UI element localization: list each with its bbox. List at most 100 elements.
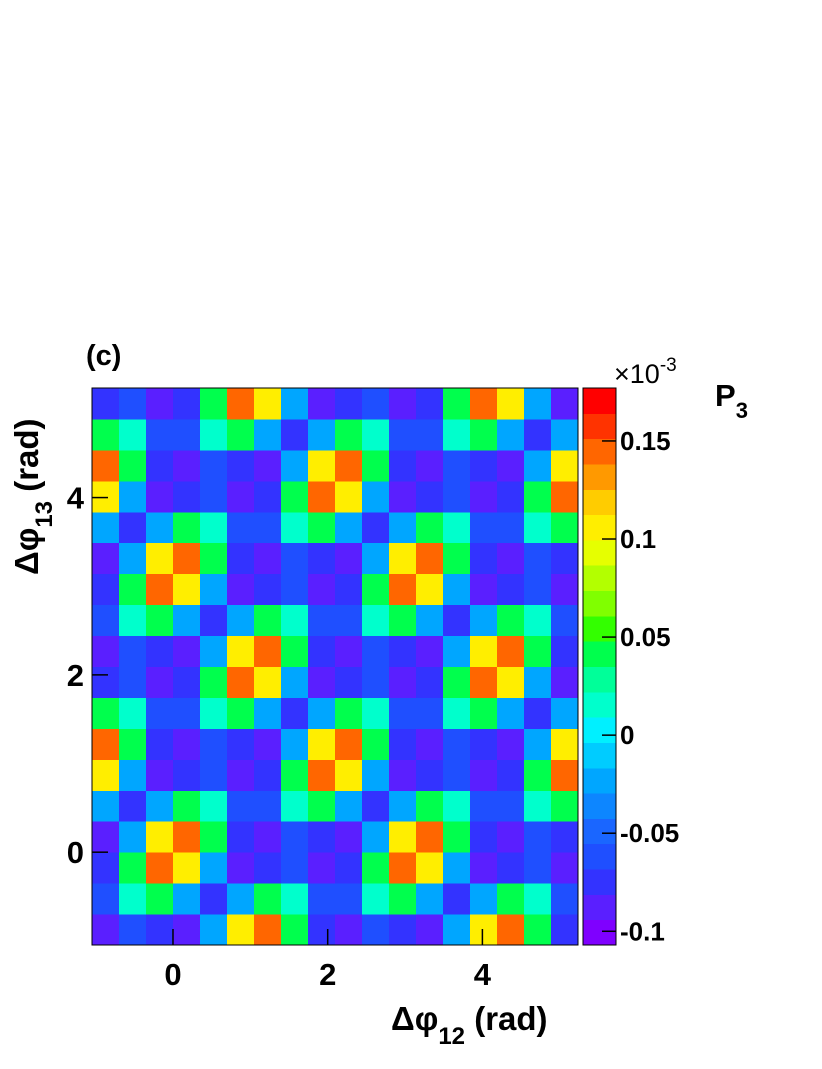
- y-tick-label: 2: [67, 658, 84, 693]
- heatmap-cell: [335, 604, 363, 637]
- color-band: [583, 539, 616, 566]
- heatmap-cell: [416, 511, 444, 544]
- color-bar: -0.1 -0.05 0 0.05 0.1 0.15: [582, 387, 679, 946]
- heatmap-cell: [443, 604, 471, 637]
- heatmap-cell: [308, 418, 336, 451]
- x-axis-title-text: Δφ: [391, 1000, 438, 1037]
- heatmap-cell: [551, 604, 579, 637]
- heatmap-cell: [524, 666, 552, 698]
- heatmap-cell: [497, 604, 525, 637]
- heatmap-cell: [200, 728, 228, 760]
- heatmap-cell: [92, 883, 120, 915]
- heatmap-cell: [497, 666, 525, 698]
- heatmap-cell: [227, 790, 255, 822]
- heatmap-cell: [227, 728, 255, 760]
- heatmap-cell: [497, 449, 525, 482]
- heatmap-cell: [524, 480, 552, 513]
- y-axis-title: Δφ13 (rad): [8, 418, 58, 575]
- heatmap-cell: [335, 480, 363, 513]
- heatmap-cell: [173, 759, 201, 791]
- heatmap-cell: [362, 790, 390, 822]
- heatmap-cell: [389, 883, 417, 915]
- heatmap-cell: [443, 511, 471, 544]
- heatmap-cell: [119, 697, 147, 729]
- heatmap-cell: [173, 542, 201, 575]
- color-multiplier-text: ×10: [614, 359, 660, 389]
- heatmap-cell: [119, 852, 147, 884]
- heatmap-cell: [335, 883, 363, 915]
- heatmap-cell: [200, 759, 228, 791]
- color-band: [583, 666, 616, 693]
- heatmap-cell: [146, 697, 174, 729]
- heatmap-cell: [92, 388, 120, 420]
- heatmap-cell: [119, 790, 147, 822]
- panel-label: (c): [86, 340, 121, 372]
- heatmap-cell: [524, 790, 552, 822]
- heatmap-cell: [281, 914, 309, 946]
- heatmap-cell: [281, 449, 309, 482]
- heatmap-cell: [254, 604, 282, 637]
- heatmap-cell: [146, 542, 174, 575]
- heatmap-cell: [92, 852, 120, 884]
- heatmap-cell: [524, 573, 552, 606]
- heatmap-cell: [254, 542, 282, 575]
- heatmap-cell: [470, 697, 498, 729]
- heatmap-cell: [362, 480, 390, 513]
- color-band: [583, 489, 616, 516]
- heatmap-cell: [335, 573, 363, 606]
- heatmap-cell: [416, 914, 444, 946]
- heatmap-cell: [281, 883, 309, 915]
- heatmap-cell: [362, 449, 390, 482]
- heatmap-cell: [443, 542, 471, 575]
- heatmap-cell: [524, 759, 552, 791]
- heatmap-cell: [335, 759, 363, 791]
- heatmap-cell: [389, 573, 417, 606]
- heatmap-cell: [281, 388, 309, 420]
- heatmap-cell: [524, 388, 552, 420]
- heatmap-cell: [119, 388, 147, 420]
- heatmap-cell: [227, 480, 255, 513]
- heatmap-cell: [443, 480, 471, 513]
- color-band: [583, 514, 616, 541]
- heatmap-cell: [254, 883, 282, 915]
- heatmap-cell: [227, 852, 255, 884]
- color-band: [583, 691, 616, 718]
- heatmap-cell: [416, 635, 444, 667]
- heatmap-cell: [119, 480, 147, 513]
- heatmap-cell: [551, 573, 579, 606]
- color-band: [583, 717, 616, 743]
- y-tick-label: 4: [67, 481, 85, 516]
- color-band: [583, 438, 616, 465]
- heatmap-cell: [443, 573, 471, 606]
- color-axis-title-sub: 3: [736, 398, 748, 423]
- heatmap-cell: [524, 697, 552, 729]
- heatmap-cell: [119, 759, 147, 791]
- heatmap-cell: [92, 604, 120, 637]
- heatmap-cell: [551, 542, 579, 575]
- heatmap-cell: [308, 821, 336, 853]
- heatmap-cell: [470, 573, 498, 606]
- color-band: [583, 641, 616, 667]
- heatmap-cell: [389, 728, 417, 760]
- heatmap-cell: [173, 480, 201, 513]
- heatmap-cell: [362, 759, 390, 791]
- heatmap-cell: [173, 635, 201, 667]
- heatmap-cell: [551, 635, 579, 667]
- heatmap-cell: [119, 449, 147, 482]
- heatmap-cell: [254, 449, 282, 482]
- heatmap-cell: [551, 914, 579, 946]
- heatmap-cell: [146, 852, 174, 884]
- heatmap-cell: [470, 821, 498, 853]
- heatmap-cell: [308, 790, 336, 822]
- heatmap-cell: [389, 759, 417, 791]
- heatmap-cell: [497, 728, 525, 760]
- heatmap-cell: [335, 666, 363, 698]
- heatmap-cell: [470, 418, 498, 451]
- axes: 0 2 4 0 2 4: [67, 387, 579, 992]
- heatmap-cell: [416, 542, 444, 575]
- heatmap-cell: [551, 666, 579, 698]
- heatmap-cell: [200, 852, 228, 884]
- heatmap-cell: [146, 666, 174, 698]
- color-band: [583, 793, 616, 819]
- heatmap-cell: [470, 852, 498, 884]
